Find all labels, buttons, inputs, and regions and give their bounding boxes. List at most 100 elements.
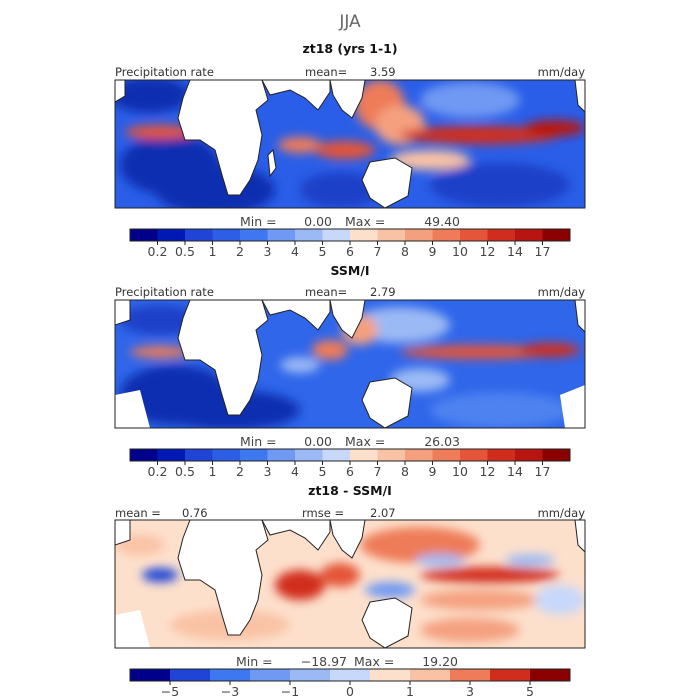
colorbar-tick-label: 14 — [507, 244, 523, 259]
colorbar-tick-label: 0.5 — [175, 244, 195, 259]
colorbar-tick-label: 0.5 — [175, 464, 195, 479]
panel-2: SSM/I Precipitation rate mean= 2.79 mm/d… — [114, 263, 586, 479]
panel-2-units: mm/day — [538, 285, 586, 299]
colorbar-tick-label: 17 — [535, 464, 551, 479]
panel-1-mean-label: mean= — [305, 65, 347, 79]
panel-3-units: mm/day — [538, 506, 586, 520]
colorbar-swatch — [212, 229, 241, 241]
colorbar-tick-label: 0.2 — [148, 244, 168, 259]
colorbar-swatch — [490, 669, 531, 681]
colorbar-swatch — [450, 669, 491, 681]
colorbar-swatch — [185, 229, 213, 241]
panel-1-title: zt18 (yrs 1-1) — [302, 41, 397, 56]
colorbar-tick-label: 3 — [264, 464, 272, 479]
panel-3-rmse-label: rmse = — [302, 506, 344, 520]
panel-1-colorbar: 0.2 0.5 1 2 3 4 5 6 7 8 9 10 12 14 17 — [129, 228, 571, 259]
colorbar-tick-label: 3 — [466, 684, 474, 699]
colorbar-tick-label: 17 — [535, 244, 551, 259]
colorbar-tick-label: 10 — [452, 244, 468, 259]
colorbar-tick-label: −1 — [281, 684, 299, 699]
colorbar-swatch — [130, 229, 158, 241]
panel-2-mean-value: 2.79 — [370, 285, 396, 299]
panel-1-units: mm/day — [538, 65, 586, 79]
colorbar-swatch — [350, 229, 378, 241]
colorbar-tick-label: 14 — [507, 464, 523, 479]
panel-2-min-value: 0.00 — [304, 434, 332, 449]
colorbar-tick-label: 9 — [429, 244, 437, 259]
panel-3-mean-label: mean = — [115, 506, 161, 520]
colorbar-swatch — [515, 449, 543, 461]
colorbar-swatch — [290, 669, 331, 681]
colorbar-swatch — [267, 449, 296, 461]
colorbar-swatch — [377, 449, 406, 461]
colorbar-tick-label: 4 — [291, 464, 299, 479]
panel-1-min-label: Min = — [240, 214, 277, 229]
colorbar-tick-label: 7 — [374, 244, 382, 259]
colorbar-swatch — [185, 449, 213, 461]
colorbar-tick-label: 10 — [452, 464, 468, 479]
colorbar-tick-label: 5 — [319, 464, 327, 479]
panel-2-title: SSM/I — [330, 263, 369, 278]
colorbar-swatch — [530, 669, 571, 681]
panel-2-colorbar: 0.2 0.5 1 2 3 4 5 6 7 8 9 10 12 14 17 — [129, 448, 571, 479]
colorbar-swatch — [410, 669, 451, 681]
colorbar-swatch — [322, 449, 351, 461]
panel-2-max-label: Max = — [345, 434, 385, 449]
colorbar-swatch — [210, 669, 251, 681]
panel-2-frame — [114, 299, 586, 429]
panel-1: zt18 (yrs 1-1) Precipitation rate mean= … — [114, 41, 586, 259]
colorbar-tick-label: 6 — [346, 244, 354, 259]
colorbar-tick-label: 12 — [480, 244, 496, 259]
colorbar-swatch — [330, 669, 371, 681]
colorbar-swatch — [405, 449, 433, 461]
colorbar-swatch — [432, 449, 461, 461]
colorbar-swatch — [295, 449, 323, 461]
colorbar-tick-label: 5 — [319, 244, 327, 259]
panel-2-mean-label: mean= — [305, 285, 347, 299]
colorbar-swatch — [370, 669, 411, 681]
panel-3-frame — [114, 519, 586, 649]
panel-3-mean-value: 0.76 — [182, 506, 208, 520]
colorbar-swatch — [432, 229, 461, 241]
colorbar-tick-label: 12 — [480, 464, 496, 479]
colorbar-swatch — [250, 669, 291, 681]
panel-1-max-value: 49.40 — [424, 214, 460, 229]
colorbar-tick-label: 0.2 — [148, 464, 168, 479]
colorbar-tick-label: 6 — [346, 464, 354, 479]
panel-2-left-label: Precipitation rate — [115, 285, 214, 299]
colorbar-tick-label: 2 — [236, 244, 244, 259]
panel-3-min-value: −18.97 — [301, 654, 347, 669]
colorbar-tick-label: 1 — [209, 464, 217, 479]
colorbar-swatch — [460, 449, 488, 461]
colorbar-tick-label: 0 — [346, 684, 354, 699]
panel-1-max-label: Max = — [345, 214, 385, 229]
colorbar-swatch — [487, 229, 516, 241]
colorbar-tick-label: −3 — [221, 684, 239, 699]
colorbar-swatch — [542, 449, 571, 461]
colorbar-tick-label: 1 — [406, 684, 414, 699]
panel-1-map — [115, 80, 585, 208]
colorbar-swatch — [542, 229, 571, 241]
colorbar-swatch — [405, 229, 433, 241]
panel-3-max-label: Max = — [354, 654, 394, 669]
panel-1-left-label: Precipitation rate — [115, 65, 214, 79]
panel-3-colorbar: −5 −3 −1 0 1 3 5 — [129, 668, 571, 699]
colorbar-swatch — [130, 669, 171, 681]
colorbar-tick-label: 9 — [429, 464, 437, 479]
colorbar-swatch — [157, 449, 186, 461]
panel-3: zt18 - SSM/I mean = 0.76 rmse = 2.07 mm/… — [114, 483, 586, 699]
colorbar-swatch — [350, 449, 378, 461]
colorbar-swatch — [240, 229, 268, 241]
panel-1-min-value: 0.00 — [304, 214, 332, 229]
colorbar-tick-label: 1 — [209, 244, 217, 259]
colorbar-swatch — [170, 669, 211, 681]
colorbar-swatch — [515, 229, 543, 241]
colorbar-tick-label: 2 — [236, 464, 244, 479]
colorbar-swatch — [377, 229, 406, 241]
panel-3-rmse-value: 2.07 — [370, 506, 396, 520]
panel-2-max-value: 26.03 — [424, 434, 460, 449]
season-title: JJA — [338, 12, 361, 32]
colorbar-tick-label: 8 — [401, 464, 409, 479]
colorbar-tick-label: 7 — [374, 464, 382, 479]
